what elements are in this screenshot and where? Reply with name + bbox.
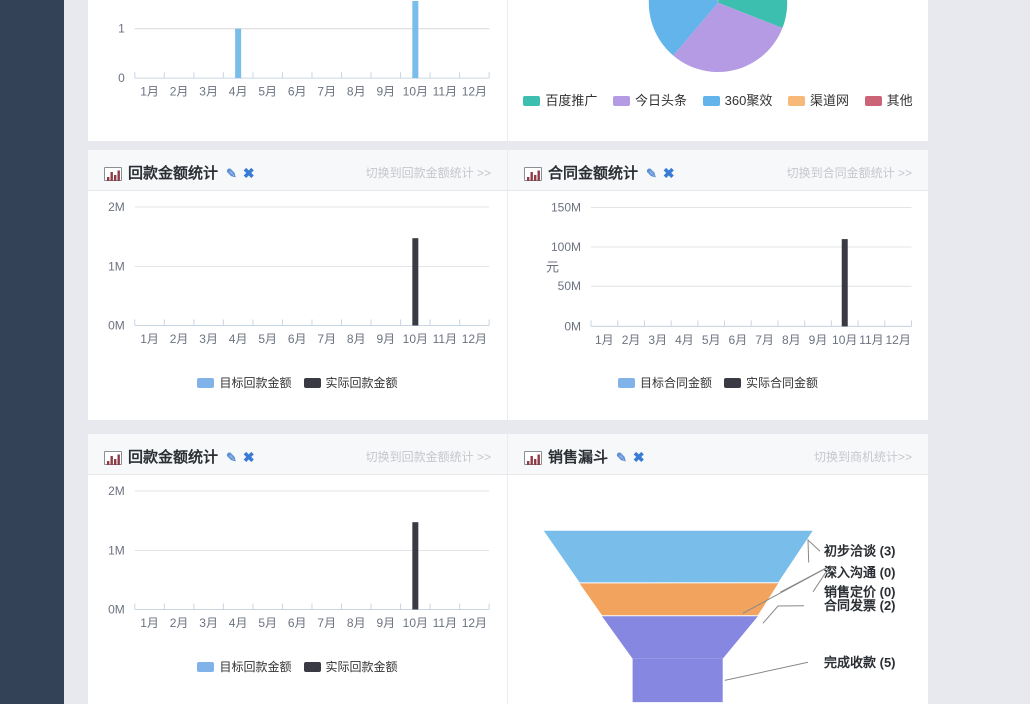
- svg-text:4月: 4月: [229, 332, 248, 346]
- svg-text:12月: 12月: [462, 85, 487, 99]
- svg-text:150M: 150M: [551, 201, 581, 215]
- svg-text:3月: 3月: [199, 332, 218, 346]
- svg-text:完成收款 (5): 完成收款 (5): [824, 655, 896, 670]
- svg-text:深入沟通 (0): 深入沟通 (0): [824, 565, 896, 580]
- svg-text:1: 1: [118, 22, 125, 36]
- svg-text:5月: 5月: [258, 332, 277, 346]
- svg-text:初步洽谈 (3): 初步洽谈 (3): [824, 544, 896, 559]
- svg-text:4月: 4月: [229, 616, 248, 630]
- svg-text:9月: 9月: [376, 85, 395, 99]
- svg-text:6月: 6月: [288, 332, 307, 346]
- svg-text:6月: 6月: [288, 85, 307, 99]
- svg-text:12月: 12月: [885, 333, 910, 347]
- svg-text:12月: 12月: [462, 332, 487, 346]
- svg-text:6月: 6月: [288, 616, 307, 630]
- svg-text:100M: 100M: [551, 240, 581, 254]
- svg-text:10月: 10月: [832, 333, 857, 347]
- svg-text:2月: 2月: [170, 616, 189, 630]
- svg-text:2M: 2M: [108, 200, 125, 214]
- svg-text:7月: 7月: [317, 616, 336, 630]
- svg-text:8月: 8月: [347, 332, 366, 346]
- svg-text:2月: 2月: [622, 333, 641, 347]
- svg-text:0M: 0M: [108, 603, 125, 617]
- svg-text:12月: 12月: [462, 616, 487, 630]
- svg-text:11月: 11月: [859, 333, 883, 347]
- svg-text:1月: 1月: [140, 332, 159, 346]
- svg-text:4月: 4月: [229, 85, 248, 99]
- svg-text:8月: 8月: [347, 616, 366, 630]
- svg-text:合同发票 (2): 合同发票 (2): [824, 598, 896, 613]
- svg-text:0M: 0M: [564, 319, 581, 333]
- svg-text:7月: 7月: [317, 85, 336, 99]
- svg-text:1月: 1月: [140, 616, 159, 630]
- svg-text:1月: 1月: [140, 85, 159, 99]
- svg-text:8月: 8月: [782, 333, 801, 347]
- svg-text:8月: 8月: [347, 85, 366, 99]
- svg-text:3月: 3月: [199, 616, 218, 630]
- svg-text:3月: 3月: [648, 333, 667, 347]
- svg-text:3月: 3月: [199, 85, 218, 99]
- svg-text:10月: 10月: [403, 332, 428, 346]
- svg-text:2月: 2月: [170, 85, 189, 99]
- svg-text:9月: 9月: [376, 616, 395, 630]
- svg-text:5月: 5月: [702, 333, 721, 347]
- svg-text:0: 0: [118, 71, 125, 85]
- svg-text:2M: 2M: [108, 484, 125, 498]
- svg-text:11月: 11月: [433, 616, 457, 630]
- svg-text:7月: 7月: [755, 333, 774, 347]
- svg-text:4月: 4月: [675, 333, 694, 347]
- svg-text:11月: 11月: [433, 85, 457, 99]
- svg-text:11月: 11月: [433, 332, 457, 346]
- svg-text:0M: 0M: [108, 319, 125, 333]
- svg-text:10月: 10月: [403, 616, 428, 630]
- svg-text:5月: 5月: [258, 616, 277, 630]
- svg-text:9月: 9月: [809, 333, 828, 347]
- svg-text:1月: 1月: [595, 333, 614, 347]
- svg-text:6月: 6月: [729, 333, 748, 347]
- svg-text:9月: 9月: [376, 332, 395, 346]
- svg-text:10月: 10月: [403, 85, 428, 99]
- svg-text:2月: 2月: [170, 332, 189, 346]
- svg-text:50M: 50M: [558, 279, 581, 293]
- svg-text:1M: 1M: [108, 544, 125, 558]
- svg-text:5月: 5月: [258, 85, 277, 99]
- svg-text:元: 元: [546, 260, 559, 275]
- svg-text:1M: 1M: [108, 260, 125, 274]
- svg-text:销售定价 (0): 销售定价 (0): [824, 584, 896, 599]
- svg-text:7月: 7月: [317, 332, 336, 346]
